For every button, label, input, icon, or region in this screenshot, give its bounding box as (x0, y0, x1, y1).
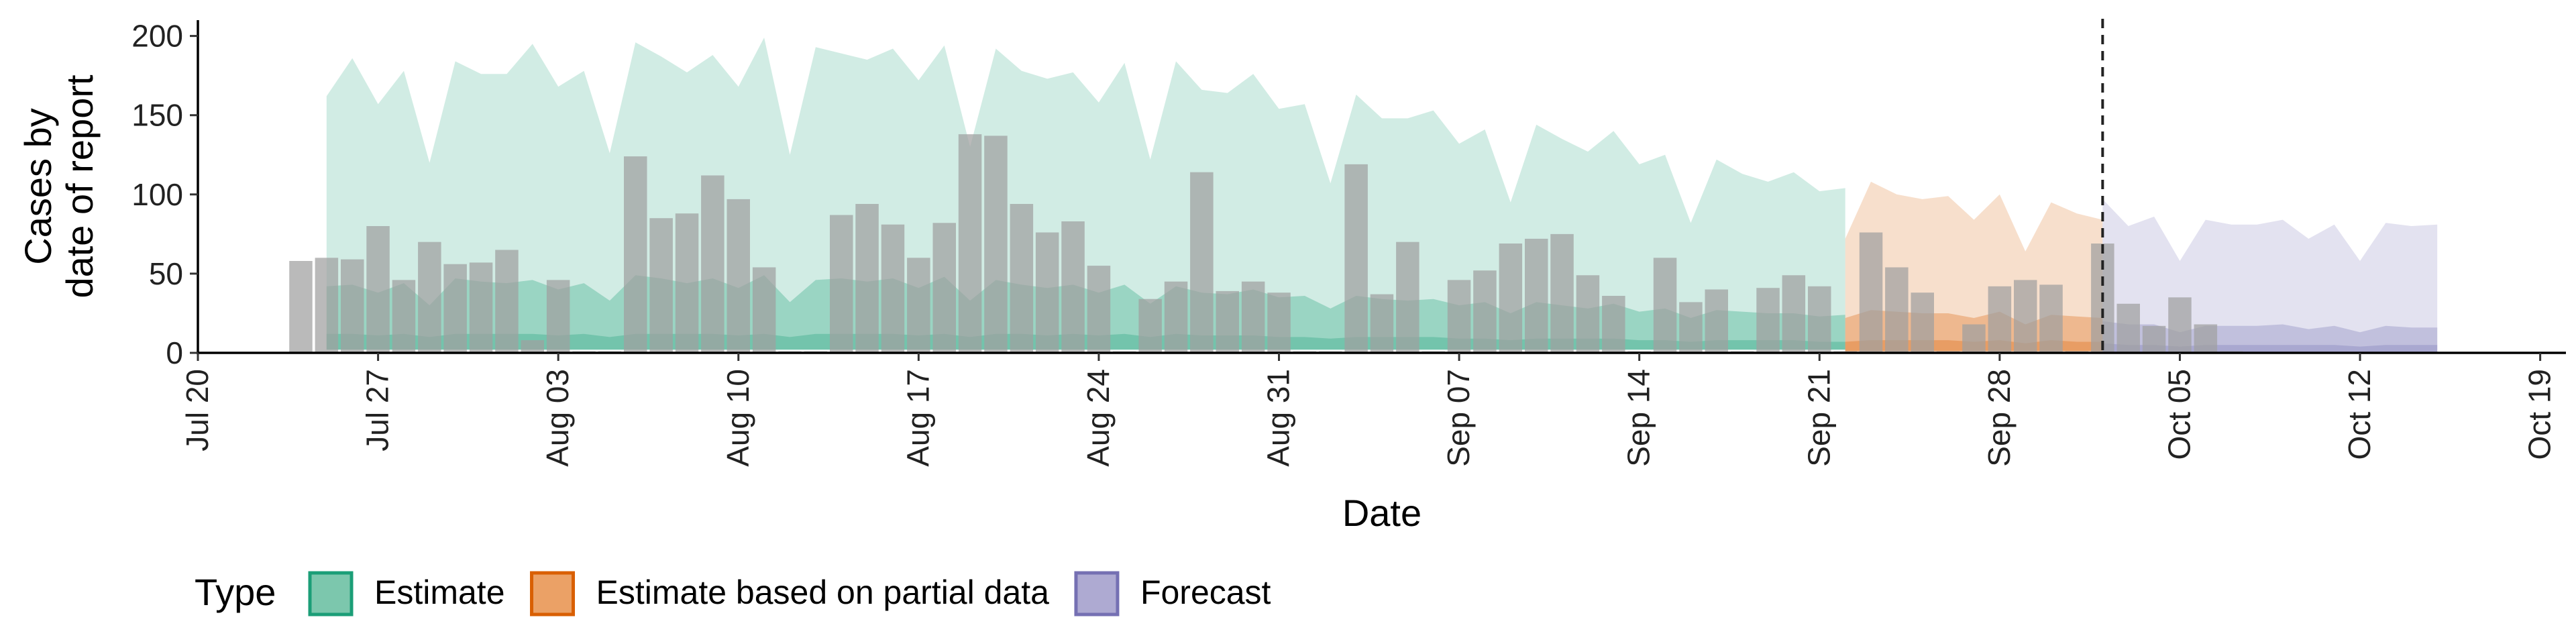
x-tick-label: Sep 28 (1982, 369, 2017, 467)
x-tick-label: Aug 03 (540, 369, 575, 467)
case-bar (341, 259, 364, 353)
y-tick-label: 200 (131, 19, 183, 54)
case-bar (1962, 324, 1986, 353)
case-bar (546, 280, 570, 353)
case-bar (830, 215, 853, 353)
case-bar (727, 199, 750, 353)
case-bar (1138, 299, 1162, 353)
case-bar (469, 262, 493, 353)
x-tick-label: Oct 12 (2342, 369, 2377, 460)
legend-label-estimate-based-on-partial-data: Estimate based on partial data (596, 574, 1050, 611)
legend-key-estimate (308, 571, 354, 616)
y-tick-label: 50 (149, 256, 183, 291)
x-tick-label: Sep 14 (1621, 369, 1656, 467)
case-bar (1756, 288, 1780, 353)
case-bar (752, 267, 776, 353)
case-bar (1653, 258, 1677, 353)
legend-label-forecast: Forecast (1140, 574, 1271, 611)
case-bar (2168, 297, 2192, 353)
x-tick-label: Sep 21 (1801, 369, 1836, 467)
x-tick-label: Aug 31 (1261, 369, 1296, 467)
x-tick-label: Oct 05 (2162, 369, 2197, 460)
case-bar (907, 258, 930, 353)
case-bar (1344, 164, 1368, 353)
case-bar (1473, 270, 1497, 353)
case-bar (2142, 325, 2166, 353)
estimate-based-on-partial-data-90-ribbon (1845, 181, 2103, 352)
case-bar (958, 134, 982, 353)
case-bar (1808, 286, 1831, 353)
case-bar (1499, 244, 1523, 353)
legend-key-estimate-based-on-partial-data (530, 571, 576, 616)
y-axis-title-line: Cases by (17, 108, 59, 264)
case-bar (932, 223, 956, 353)
y-tick-label: 0 (166, 335, 183, 370)
case-bar (2014, 280, 2037, 353)
case-bar (1782, 275, 1806, 353)
case-bar (443, 264, 467, 353)
case-bar (1061, 221, 1085, 353)
x-tick-label: Oct 19 (2522, 369, 2557, 460)
case-bar (1550, 233, 1574, 353)
case-bar (855, 204, 879, 353)
x-tick-label: Sep 07 (1441, 369, 1476, 467)
y-axis-title-line: date of report (58, 74, 101, 299)
case-bar (1988, 286, 2012, 353)
case-bar (1859, 232, 1883, 353)
y-tick-label: 100 (131, 177, 183, 212)
legend-label-estimate: Estimate (374, 574, 505, 611)
x-tick-label: Aug 24 (1081, 369, 1116, 467)
case-bar (1164, 281, 1188, 353)
case-bar (1705, 289, 1728, 353)
x-tick-label: Jul 27 (360, 369, 395, 451)
case-bar (881, 224, 905, 353)
case-bar (2116, 303, 2140, 353)
case-bar (1525, 238, 1548, 353)
case-bar (1885, 267, 1909, 353)
case-bar (2039, 284, 2063, 353)
y-tick-label: 150 (131, 98, 183, 133)
x-tick-label: Jul 20 (180, 369, 215, 451)
y-axis-title: Cases bydate of report (17, 74, 101, 299)
legend-key-forecast (1074, 571, 1120, 616)
case-bar (1576, 275, 1600, 353)
legend: Type Estimate Estimate based on partial da… (195, 571, 1271, 616)
case-bar (1602, 296, 1625, 353)
case-bar (1087, 266, 1111, 353)
x-tick-label: Aug 17 (900, 369, 935, 467)
case-bar (2194, 324, 2218, 353)
case-bar (1267, 292, 1291, 353)
axes: 0 50 100 150 200 Jul 20 Jul 27 Aug 03 Aug 10 Aug … (17, 19, 2566, 534)
case-bar (675, 213, 699, 353)
case-bar (701, 175, 724, 353)
case-bar (1679, 302, 1703, 353)
case-bar (289, 261, 313, 353)
case-bar (392, 280, 416, 353)
case-bar (418, 241, 441, 353)
case-bar (1035, 232, 1059, 353)
case-bar (1447, 280, 1471, 353)
case-bar (1370, 294, 1394, 353)
case-bar (649, 218, 673, 353)
legend-title: Type (195, 571, 276, 613)
case-bar (366, 226, 390, 353)
case-bar (1010, 204, 1034, 353)
case-bar (1241, 281, 1265, 353)
x-tick-label: Aug 10 (720, 369, 755, 467)
case-bar (1216, 290, 1239, 353)
case-bar (1396, 241, 1419, 353)
case-bar (1190, 172, 1214, 353)
case-bar (521, 340, 544, 353)
case-bar (984, 136, 1008, 353)
x-axis-title: Date (1342, 492, 1421, 534)
case-bar (315, 258, 339, 353)
case-bar (624, 156, 647, 353)
case-bar (495, 250, 519, 353)
case-bar (1911, 292, 1934, 353)
plot-area (289, 19, 2438, 353)
